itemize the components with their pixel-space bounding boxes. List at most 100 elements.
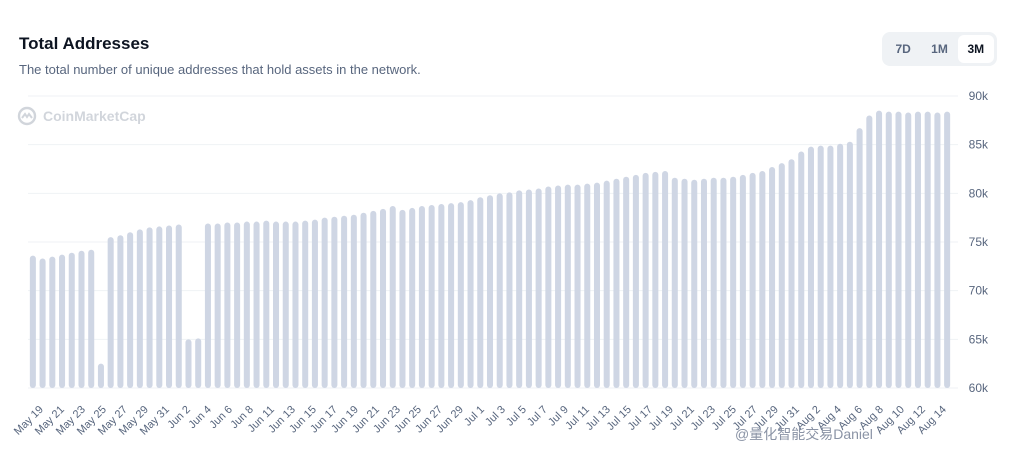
y-tick-label: 80k [969,186,989,200]
x-tick-label: Jul 3 [483,404,508,429]
bar[interactable] [788,159,795,388]
bar[interactable] [642,172,649,388]
bar[interactable] [146,227,153,388]
bar[interactable] [448,203,455,388]
bar[interactable] [370,210,377,388]
bar[interactable] [380,208,387,388]
bar[interactable] [136,229,143,388]
bar[interactable] [564,184,571,388]
bar[interactable] [866,115,873,388]
bar[interactable] [700,178,707,388]
bar[interactable] [944,111,951,388]
bar[interactable] [29,255,36,388]
bar[interactable] [331,216,338,388]
bar[interactable] [59,254,66,388]
bar[interactable] [428,205,435,388]
bar[interactable] [739,174,746,388]
bar[interactable] [934,112,941,389]
bar[interactable] [418,205,425,388]
range-1m-button[interactable]: 1M [931,42,948,56]
bar[interactable] [107,237,114,388]
bar[interactable] [127,232,134,388]
bar[interactable] [885,111,892,388]
bar[interactable] [243,221,250,388]
bar[interactable] [837,143,844,388]
bar[interactable] [681,178,688,388]
bar[interactable] [817,145,824,388]
range-3m-button[interactable]: 3M [957,35,994,63]
bar[interactable] [807,146,814,388]
bar[interactable] [525,189,532,388]
bar[interactable] [662,170,669,388]
bar[interactable] [282,221,289,388]
bar[interactable] [749,172,756,388]
bar[interactable] [195,338,202,388]
bar[interactable] [214,223,221,388]
bar[interactable] [117,235,124,388]
bar[interactable] [905,112,912,389]
bar[interactable] [574,184,581,388]
bar[interactable] [185,339,192,388]
bar[interactable] [593,182,600,388]
range-7d-button[interactable]: 7D [895,42,911,56]
bar[interactable] [584,183,591,388]
bar[interactable] [341,215,348,388]
bar[interactable] [720,177,727,388]
bar[interactable] [691,179,698,388]
bar[interactable] [457,202,464,388]
bar[interactable] [224,222,231,388]
bar[interactable] [234,222,241,388]
bar[interactable] [895,111,902,388]
bar[interactable] [39,258,46,388]
bar[interactable] [769,167,776,388]
bar[interactable] [49,256,56,388]
bar[interactable] [438,204,445,388]
bar[interactable] [263,220,270,388]
bar[interactable] [496,193,503,388]
bar[interactable] [671,177,678,388]
bar[interactable] [613,178,620,388]
bar[interactable] [302,220,309,388]
bar[interactable] [311,219,318,388]
bar[interactable] [798,151,805,388]
bar[interactable] [399,209,406,388]
bar[interactable] [78,250,85,388]
bar[interactable] [175,224,182,388]
bar[interactable] [360,212,367,388]
bar[interactable] [876,110,883,388]
bar[interactable] [204,223,211,388]
bar[interactable] [730,176,737,388]
bar[interactable] [166,225,173,388]
bar[interactable] [350,214,357,388]
bar[interactable] [846,141,853,388]
bar[interactable] [778,163,785,388]
bar[interactable] [477,197,484,388]
bar[interactable] [486,195,494,388]
bar[interactable] [545,186,552,388]
bar[interactable] [759,170,766,388]
bar[interactable] [632,174,639,388]
bar[interactable] [321,217,328,388]
bar[interactable] [827,145,834,388]
bar[interactable] [856,128,863,388]
bar[interactable] [516,190,523,388]
bar[interactable] [652,171,659,388]
bar[interactable] [409,207,416,388]
bar[interactable] [506,192,513,388]
bar[interactable] [603,180,610,388]
bar[interactable] [88,249,95,388]
bar[interactable] [710,177,717,388]
bar[interactable] [623,176,630,388]
bar[interactable] [253,221,260,388]
bar[interactable] [273,221,280,388]
bar[interactable] [389,205,396,388]
bar[interactable] [467,200,474,388]
bar[interactable] [292,221,299,388]
bar[interactable] [924,111,931,388]
bar[interactable] [97,363,104,388]
bar[interactable] [68,252,75,388]
bar[interactable] [535,188,542,388]
bar[interactable] [914,111,921,388]
bar[interactable] [555,185,562,388]
bar[interactable] [156,226,163,388]
